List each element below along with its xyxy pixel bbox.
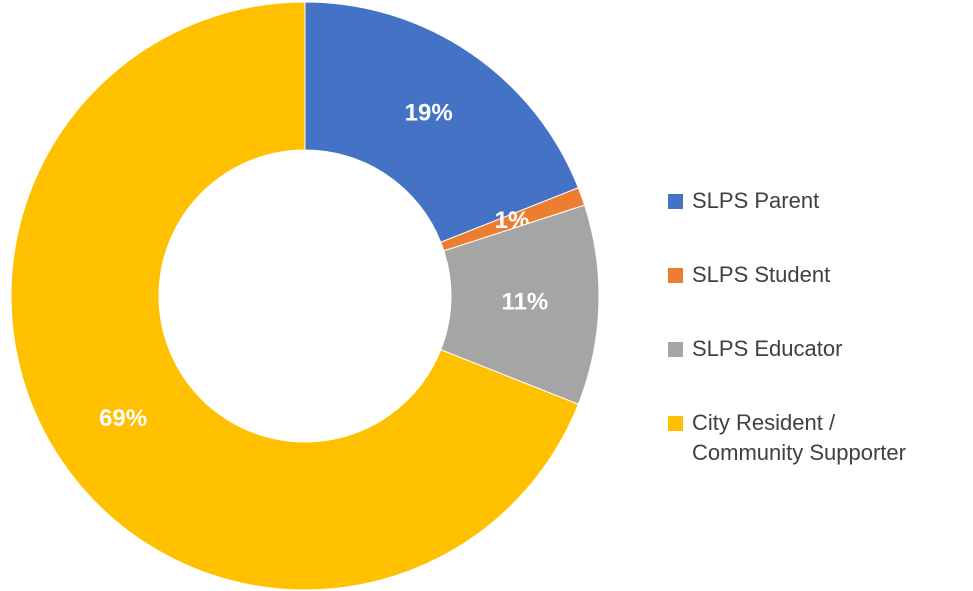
donut-slice [10,1,580,591]
legend: SLPS Parent SLPS Student SLPS Educator City… [668,186,968,482]
legend-swatch [668,342,683,357]
legend-label: SLPS Educator [692,336,843,361]
legend-label: SLPS Student [692,262,831,287]
legend-item: SLPS Student [668,260,968,334]
slice-label: 69% [99,405,147,432]
legend-swatch [668,194,683,209]
legend-item: City Resident / Community Supporter [668,408,968,482]
legend-label: City Resident / Community Supporter [692,410,906,465]
legend-swatch [668,268,683,283]
slice-label: 11% [502,288,549,315]
legend-item: SLPS Parent [668,186,968,260]
legend-swatch [668,416,683,431]
slice-label: 19% [405,99,453,126]
legend-label: SLPS Parent [692,188,820,213]
legend-item: SLPS Educator [668,334,968,408]
donut-slice [304,1,580,243]
